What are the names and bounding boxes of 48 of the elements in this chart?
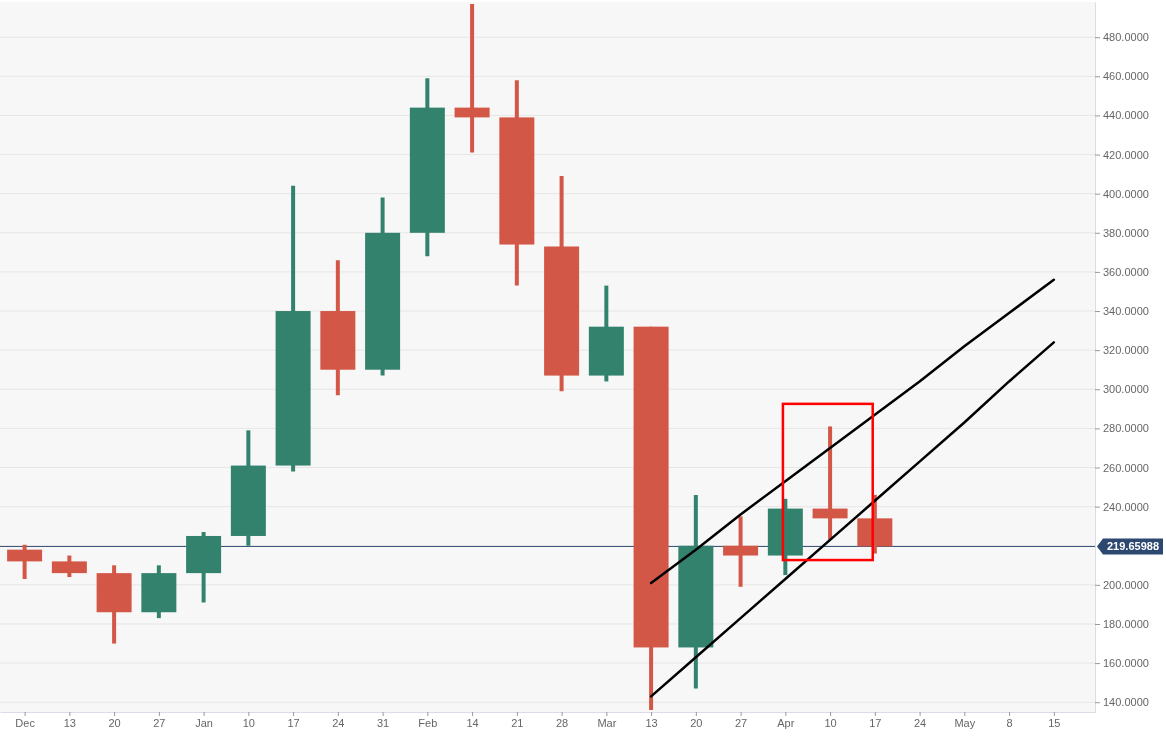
y-tick-label: 400.0000: [1103, 187, 1149, 200]
candlestick: [812, 426, 848, 540]
x-tick-label: 20: [108, 716, 121, 729]
x-tick-label: 10: [242, 716, 255, 729]
x-tick-label: 14: [466, 716, 479, 729]
y-tick-label: 280.0000: [1103, 422, 1149, 435]
x-tick-label: 8: [1006, 716, 1013, 729]
x-tick-label: 17: [287, 716, 300, 729]
x-tick-label: May: [954, 716, 976, 729]
y-tick-label: 260.0000: [1103, 461, 1149, 474]
y-tick-label: 300.0000: [1103, 383, 1149, 396]
y-tick-label: 200.0000: [1103, 578, 1149, 591]
y-tick-label: 360.0000: [1103, 265, 1149, 278]
candlestick: [7, 544, 43, 579]
x-tick-label: Jan: [195, 716, 213, 729]
x-tick-label: 10: [824, 716, 837, 729]
x-tick-label: 20: [690, 716, 703, 729]
x-tick-label: Feb: [418, 716, 438, 729]
y-tick-label: 160.0000: [1103, 657, 1149, 670]
y-tick-label: 420.0000: [1103, 148, 1149, 161]
y-tick-label: 180.0000: [1103, 618, 1149, 630]
y-tick-label: 320.0000: [1103, 344, 1149, 357]
y-tick-label: 380.0000: [1103, 226, 1149, 239]
y-tick-label: 480.0000: [1103, 31, 1149, 44]
candlestick: [454, 3, 490, 153]
line-series: [649, 278, 1056, 585]
x-tick-label: 15: [1048, 716, 1061, 729]
x-tick-label: Apr: [777, 716, 795, 729]
line-series: [649, 341, 1056, 698]
candlestick: [723, 516, 759, 587]
y-tick-label: 340.0000: [1103, 305, 1149, 318]
y-tick-label: 460.0000: [1103, 70, 1149, 83]
x-tick-label: 17: [869, 716, 882, 729]
x-tick-label: 24: [332, 716, 345, 729]
x-tick-label: Mar: [597, 716, 617, 729]
x-tick-label: 28: [555, 716, 569, 729]
x-tick-label: 31: [376, 716, 390, 729]
x-tick-label: 27: [734, 716, 748, 729]
y-tick-label: 440.0000: [1103, 109, 1149, 122]
ref-line-label: 219.65988: [1107, 540, 1159, 553]
x-tick-label: 24: [913, 716, 927, 729]
x-tick-label: 13: [645, 716, 658, 729]
y-tick-label: 240.0000: [1103, 500, 1149, 513]
x-tick-label: 21: [511, 716, 524, 729]
x-tick-label: 27: [153, 716, 166, 729]
y-tick-label: 140.0000: [1103, 696, 1149, 709]
x-tick-label: Dec: [15, 716, 36, 729]
x-tick-label: 13: [63, 716, 76, 729]
